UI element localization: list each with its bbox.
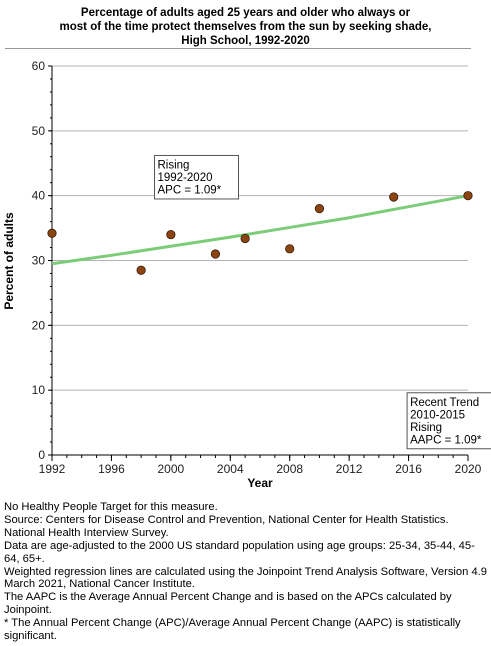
annotation-text: AAPC = 1.09* <box>410 434 482 446</box>
chart-title-line: Percentage of adults aged 25 years and o… <box>80 7 411 19</box>
footnote: Data are age-adjusted to the 2000 US sta… <box>4 539 475 565</box>
footnotes: No Healthy People Target for this measur… <box>4 501 488 643</box>
x-axis-label: Year <box>247 476 273 490</box>
footnote: * The Annual Percent Change (APC)/Averag… <box>4 617 461 643</box>
data-point <box>47 228 57 238</box>
data-point <box>210 249 221 259</box>
data-point <box>166 229 176 240</box>
x-tick-label: 2020 <box>455 462 482 476</box>
y-tick-label: 50 <box>32 124 46 138</box>
y-tick-label: 40 <box>32 189 46 203</box>
annotation-text: Rising <box>410 422 442 434</box>
x-tick-label: 2008 <box>276 462 303 476</box>
annotation-text: Recent Trend <box>410 397 479 409</box>
footnote: No Healthy People Target for this measur… <box>4 501 218 513</box>
annotation-box <box>406 392 491 450</box>
x-tick-label: 2012 <box>336 462 363 476</box>
chart-title: Percentage of adults aged 25 years and o… <box>30 6 461 48</box>
data-point <box>136 265 146 275</box>
chart-title-line: most of the time protect themselves from… <box>59 21 432 33</box>
x-tick-label: 2004 <box>217 462 244 476</box>
title-divider <box>5 48 471 49</box>
x-tick-label: 2016 <box>395 462 422 476</box>
annotation-text: APC = 1.09* <box>158 184 222 196</box>
x-tick-label: 1996 <box>98 462 125 476</box>
y-tick-label: 30 <box>32 254 46 268</box>
data-point <box>285 244 295 254</box>
x-tick-label: 2000 <box>158 462 185 476</box>
trend-line <box>51 194 469 266</box>
footnote: Weighted regression lines are calculated… <box>4 565 487 591</box>
annotation-text: Rising <box>158 159 190 171</box>
data-point <box>240 233 250 244</box>
x-tick-label: 1992 <box>39 462 66 476</box>
y-tick-label: 10 <box>32 383 46 397</box>
y-tick-label: 20 <box>32 318 46 332</box>
annotation-text: 2010-2015 <box>410 409 465 421</box>
y-axis-label: Percent of adults <box>2 212 16 310</box>
y-tick-label: 0 <box>38 448 45 462</box>
annotation-text: 1992-2020 <box>158 172 213 184</box>
annotation-box <box>154 154 240 200</box>
data-point <box>389 192 399 202</box>
footnote: The AAPC is the Average Annual Percent C… <box>4 591 452 617</box>
chart-title-line: High School, 1992-2020 <box>181 35 310 47</box>
y-tick-label: 60 <box>32 59 46 73</box>
footnote: Source: Centers for Disease Control and … <box>4 513 449 539</box>
data-point <box>314 204 325 214</box>
chart-plot: Year Percent of adults 0 10 20 30 40 50 60 1992… <box>2 59 491 490</box>
data-point <box>463 191 473 201</box>
